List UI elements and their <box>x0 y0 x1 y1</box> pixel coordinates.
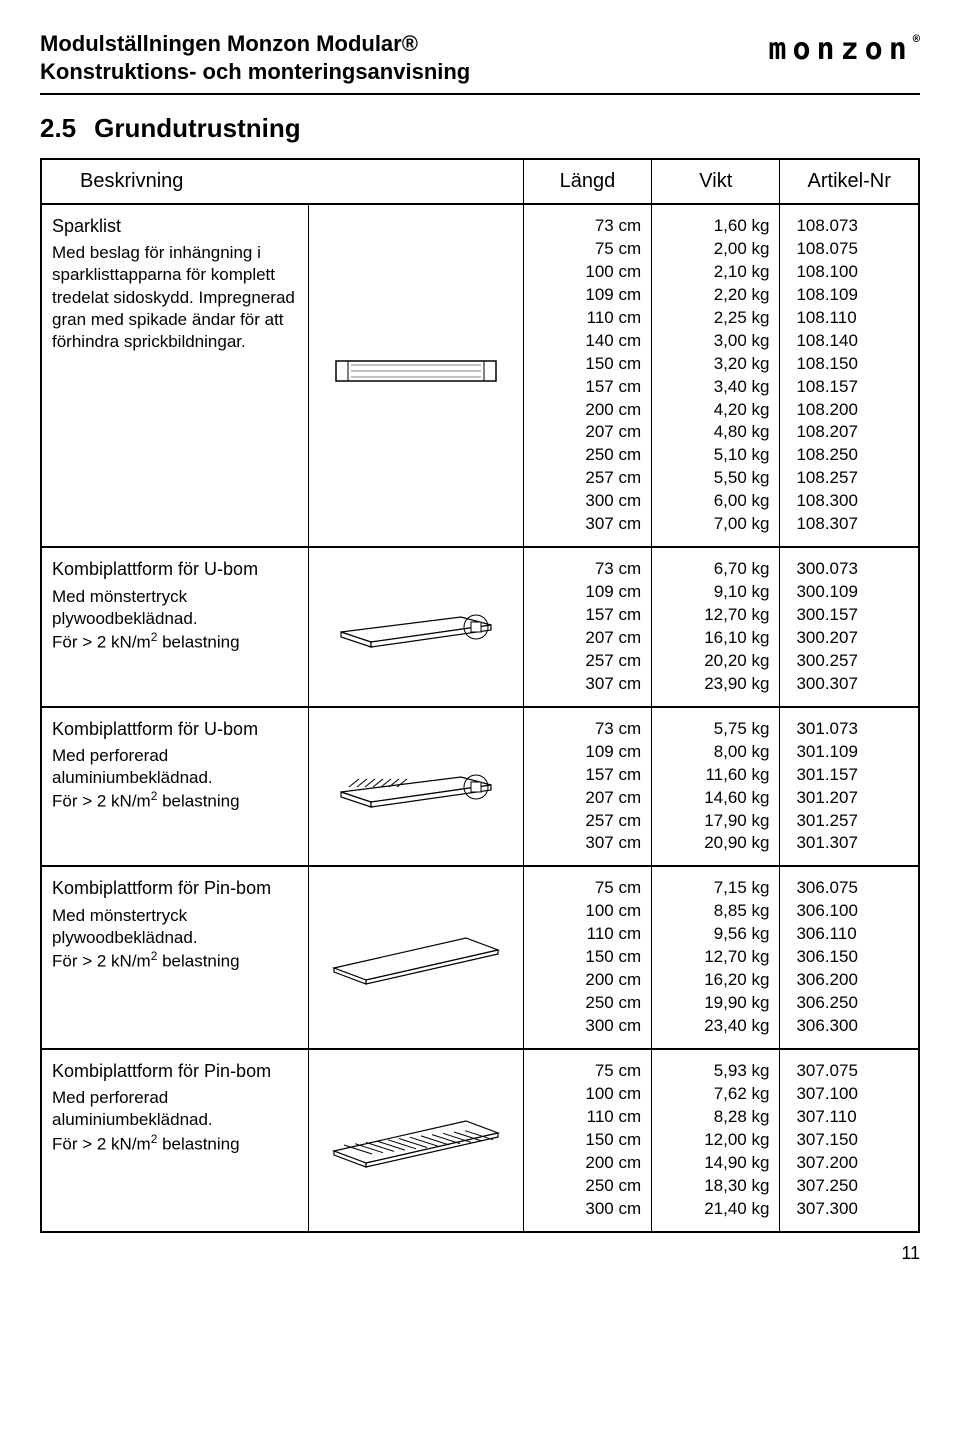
cell-weight: 6,70 kg9,10 kg12,70 kg16,10 kg20,20 kg23… <box>652 547 780 707</box>
platform-pin-icon <box>326 1103 506 1173</box>
cell-article: 300.073300.109300.157300.207300.257300.3… <box>780 547 919 707</box>
desc-body: Med mönstertryck plywoodbeklädnad.För > … <box>52 586 298 654</box>
header-title: Modulställningen Monzon Modular® Konstru… <box>40 30 470 85</box>
col-header-weight: Vikt <box>652 159 780 204</box>
page-header: Modulställningen Monzon Modular® Konstru… <box>40 30 920 85</box>
cell-article: 108.073108.075108.100108.109108.110108.1… <box>780 204 919 547</box>
cell-description: Kombiplattform för U-bom Med mönstertryck… <box>41 547 308 707</box>
header-rule <box>40 93 920 95</box>
cell-description: Sparklist Med beslag för inhängning i spa… <box>41 204 308 547</box>
table-row: Sparklist Med beslag för inhängning i spa… <box>41 204 919 547</box>
cell-length: 73 cm75 cm100 cm109 cm110 cm140 cm150 cm… <box>523 204 651 547</box>
desc-title: Kombiplattform för U-bom <box>52 558 298 581</box>
cell-length: 75 cm100 cm110 cm150 cm200 cm250 cm300 c… <box>523 1049 651 1232</box>
logo-reg: ® <box>913 32 920 46</box>
section-title: 2.5 Grundutrustning <box>40 113 920 144</box>
col-header-desc: Beskrivning <box>41 159 523 204</box>
cell-length: 75 cm100 cm110 cm150 cm200 cm250 cm300 c… <box>523 866 651 1049</box>
table-row: Kombiplattform för Pin-bom Med perforerad… <box>41 1049 919 1232</box>
logo: monzon® <box>768 30 920 67</box>
cell-description: Kombiplattform för Pin-bom Med mönstertry… <box>41 866 308 1049</box>
header-line2: Konstruktions- och monteringsanvisning <box>40 58 470 86</box>
equipment-table: Beskrivning Längd Vikt Artikel-Nr Sparkl… <box>40 158 920 1233</box>
cell-diagram <box>308 204 523 547</box>
cell-weight: 5,93 kg7,62 kg8,28 kg12,00 kg14,90 kg18,… <box>652 1049 780 1232</box>
cell-article: 301.073301.109301.157301.207301.257301.3… <box>780 707 919 867</box>
desc-body: Med perforerad aluminiumbeklädnad.För > … <box>52 1087 298 1155</box>
desc-title: Kombiplattform för Pin-bom <box>52 877 298 900</box>
sparklist-icon <box>331 353 501 393</box>
cell-diagram <box>308 1049 523 1232</box>
table-row: Kombiplattform för U-bom Med perforerad a… <box>41 707 919 867</box>
logo-text: monzon <box>768 32 912 67</box>
desc-body: Med mönstertryck plywoodbeklädnad.För > … <box>52 905 298 973</box>
cell-description: Kombiplattform för U-bom Med perforerad a… <box>41 707 308 867</box>
cell-weight: 1,60 kg2,00 kg2,10 kg2,20 kg2,25 kg3,00 … <box>652 204 780 547</box>
cell-length: 73 cm109 cm157 cm207 cm257 cm307 cm <box>523 547 651 707</box>
cell-diagram <box>308 707 523 867</box>
cell-weight: 7,15 kg8,85 kg9,56 kg12,70 kg16,20 kg19,… <box>652 866 780 1049</box>
table-header-row: Beskrivning Längd Vikt Artikel-Nr <box>41 159 919 204</box>
table-row: Kombiplattform för U-bom Med mönstertryck… <box>41 547 919 707</box>
desc-body: Med perforerad aluminiumbeklädnad.För > … <box>52 745 298 813</box>
platform-u-icon <box>331 597 501 652</box>
page-number: 11 <box>40 1243 920 1264</box>
cell-diagram <box>308 547 523 707</box>
desc-title: Kombiplattform för Pin-bom <box>52 1060 298 1083</box>
col-header-length: Längd <box>523 159 651 204</box>
platform-pin-icon <box>326 920 506 990</box>
desc-title: Sparklist <box>52 215 298 238</box>
col-header-article: Artikel-Nr <box>780 159 919 204</box>
cell-diagram <box>308 866 523 1049</box>
section-number: 2.5 <box>40 113 76 143</box>
header-line1: Modulställningen Monzon Modular® <box>40 30 470 58</box>
cell-article: 306.075306.100306.110306.150306.200306.2… <box>780 866 919 1049</box>
section-name: Grundutrustning <box>94 113 301 143</box>
cell-description: Kombiplattform för Pin-bom Med perforerad… <box>41 1049 308 1232</box>
cell-length: 73 cm109 cm157 cm207 cm257 cm307 cm <box>523 707 651 867</box>
cell-article: 307.075307.100307.110307.150307.200307.2… <box>780 1049 919 1232</box>
cell-weight: 5,75 kg8,00 kg11,60 kg14,60 kg17,90 kg20… <box>652 707 780 867</box>
desc-title: Kombiplattform för U-bom <box>52 718 298 741</box>
platform-u-icon <box>331 757 501 812</box>
desc-body: Med beslag för inhängning i sparklisttap… <box>52 242 298 352</box>
table-row: Kombiplattform för Pin-bom Med mönstertry… <box>41 866 919 1049</box>
